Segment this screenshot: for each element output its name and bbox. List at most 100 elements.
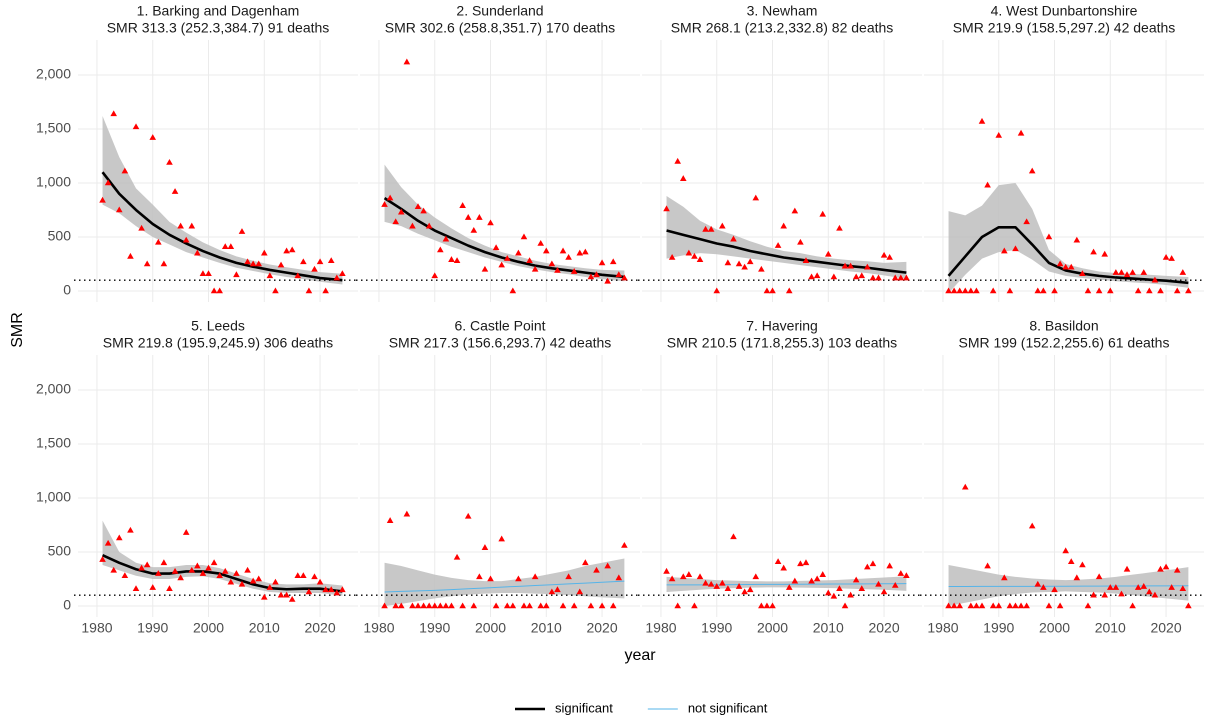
data-point [216,287,223,294]
data-point [470,227,478,233]
data-point [1162,563,1170,570]
data-point [110,110,117,117]
data-point [758,602,765,609]
data-point [464,512,472,519]
data-point [1040,584,1047,590]
data-point [305,588,313,595]
data-point [1056,260,1064,267]
data-point [604,562,611,569]
data-point [327,257,335,264]
data-point [1112,269,1120,275]
data-point [548,588,556,595]
x-tick-label: 2010 [531,620,562,636]
data-point [961,483,969,490]
x-tick-label: 1990 [701,620,732,636]
data-point [1101,591,1109,598]
data-point [956,287,963,294]
data-point [542,247,550,254]
data-point [1067,263,1075,270]
data-point [238,580,246,587]
data-point [582,559,589,566]
data-point [464,214,472,220]
data-point [476,214,483,220]
data-point [1073,574,1081,581]
panel-title: 2. Sunderland [456,3,543,19]
data-point [1185,602,1192,609]
data-point [903,572,910,579]
x-tick-label: 1990 [983,620,1014,636]
data-point [813,575,821,582]
data-point [266,584,274,590]
panel-title: 5. Leeds [191,318,245,334]
data-point [149,134,157,140]
panel: 0 500 1,000 1,500 2,000 1980 1990 2000 2010 2020 5… [36,318,358,636]
y-tick-label: 1,500 [36,435,71,451]
data-point [115,206,123,213]
data-point [752,194,760,201]
data-point [166,585,173,592]
data-point [598,259,606,266]
data-point [668,254,676,260]
data-point [1023,602,1030,609]
data-point [437,602,444,609]
x-tick-label: 2000 [475,620,506,636]
data-point [852,576,860,583]
x-tick-label: 1980 [363,620,394,636]
data-point [1106,584,1114,590]
data-point [1123,271,1131,278]
data-point [741,263,748,270]
data-point [1062,263,1069,270]
data-point [785,584,793,590]
data-point [719,579,726,586]
data-point [166,158,173,165]
data-point [216,572,223,579]
data-point [1146,588,1153,595]
data-point [813,272,821,279]
data-point [713,583,721,589]
data-point [864,563,871,570]
fit-line [384,580,625,593]
y-tick-label: 1,000 [36,489,71,505]
y-axis-title: SMR [9,312,26,348]
data-point [1129,602,1136,609]
data-point [244,566,251,573]
data-point [989,287,997,294]
data-point [774,558,782,565]
panel-title: 3. Newham [747,3,818,19]
data-point [730,235,737,242]
data-point [188,222,196,229]
data-point [381,201,388,207]
data-point [531,573,539,580]
data-point [1151,591,1159,598]
data-point [824,250,832,257]
data-point [769,602,776,609]
data-point [1017,602,1025,609]
data-point [221,567,229,574]
data-point [746,258,754,265]
data-point [311,265,318,272]
x-tick-label: 2000 [1039,620,1070,636]
data-point [1157,287,1164,294]
data-point [199,570,207,576]
data-point [615,574,623,581]
data-point [121,167,129,174]
data-point [1023,218,1030,225]
data-point [448,602,455,609]
data-point [967,602,975,609]
data-point [841,602,849,609]
data-point [836,224,843,231]
y-tick-label: 0 [63,597,71,613]
data-point [127,252,134,259]
data-point [880,251,888,258]
data-point [791,207,799,214]
data-point [674,157,681,164]
data-point [515,575,522,582]
y-tick-label: 1,500 [36,120,71,136]
data-point [945,287,952,294]
data-point [437,246,444,253]
data-point [1146,287,1153,294]
y-tick-label: 500 [48,543,72,559]
data-point [897,570,905,576]
